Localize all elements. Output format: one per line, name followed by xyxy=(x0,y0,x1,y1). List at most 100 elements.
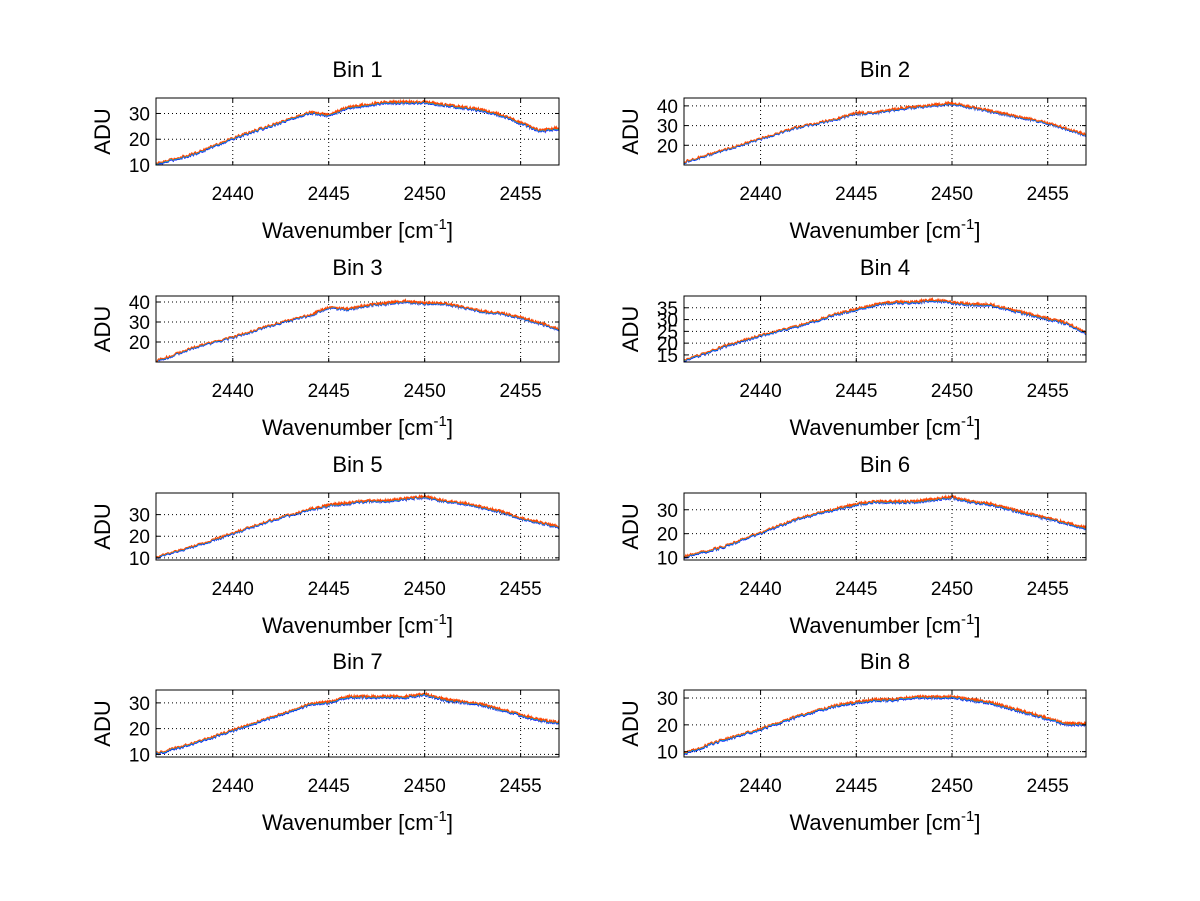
y-tick-label: 10 xyxy=(129,745,150,766)
axes-border xyxy=(155,689,560,758)
x-axis-label-end: ] xyxy=(447,218,453,243)
x-tick-label: 2440 xyxy=(212,776,254,797)
x-tick-label: 2455 xyxy=(499,381,541,402)
x-axis-label-main: Wavenumber [cm xyxy=(789,218,961,243)
x-axis-label: Wavenumber [cm-1] xyxy=(262,611,453,638)
x-axis-label-sup: -1 xyxy=(961,216,974,233)
x-axis-label-end: ] xyxy=(974,415,980,440)
y-axis-label: ADU xyxy=(618,503,643,549)
x-axis-label-sup: -1 xyxy=(434,413,447,430)
x-axis-label: Wavenumber [cm-1] xyxy=(789,216,980,243)
x-axis-label-sup: -1 xyxy=(434,611,447,628)
y-axis-label: ADU xyxy=(618,306,643,352)
x-tick-label: 2445 xyxy=(308,776,350,797)
series-line-3 xyxy=(156,691,559,754)
y-axis-label: ADU xyxy=(90,700,115,746)
subplot-title: Bin 1 xyxy=(332,57,382,82)
subplot-title: Bin 8 xyxy=(860,649,910,674)
series-line-3 xyxy=(156,98,559,165)
x-tick-label: 2450 xyxy=(931,579,973,600)
x-tick-label: 2450 xyxy=(931,776,973,797)
y-axis-label: ADU xyxy=(90,108,115,154)
axes-border xyxy=(683,492,1087,561)
axes-frame xyxy=(155,689,560,758)
y-tick-label: 20 xyxy=(657,334,678,355)
x-tick-label: 2440 xyxy=(739,184,781,205)
x-tick-label: 2450 xyxy=(404,776,446,797)
x-tick-label: 2455 xyxy=(1027,184,1069,205)
y-tick-label: 20 xyxy=(129,130,150,151)
subplot-bin-7: 2440 2445 2450 2455 10 20 30 Bin 7 Wavenumber [c… xyxy=(90,649,560,835)
y-tick-label: 10 xyxy=(129,156,150,177)
y-tick-label: 20 xyxy=(129,527,150,548)
series-line-3 xyxy=(684,494,1086,558)
y-axis-label: ADU xyxy=(618,108,643,154)
x-axis-label-main: Wavenumber [cm xyxy=(262,613,434,638)
series-line-3 xyxy=(684,693,1086,754)
x-tick-label: 2445 xyxy=(835,184,877,205)
x-axis-label-main: Wavenumber [cm xyxy=(262,810,434,835)
subplot-bin-6: 2440 2445 2450 2455 10 20 30 Bin 6 Wavenumber [c… xyxy=(618,452,1087,638)
y-tick-label: 25 xyxy=(657,322,678,343)
x-tick-label: 2455 xyxy=(1027,776,1069,797)
x-axis-label: Wavenumber [cm-1] xyxy=(789,611,980,638)
y-tick-label: 20 xyxy=(657,525,678,546)
x-axis-label: Wavenumber [cm-1] xyxy=(262,216,453,243)
y-tick-label: 30 xyxy=(657,501,678,522)
y-tick-label: 40 xyxy=(129,293,150,314)
x-tick-label: 2455 xyxy=(1027,381,1069,402)
series-line-3 xyxy=(684,100,1086,164)
x-axis-label-sup: -1 xyxy=(961,808,974,825)
x-axis-label-sup: -1 xyxy=(961,611,974,628)
x-axis-label: Wavenumber [cm-1] xyxy=(789,413,980,440)
x-tick-label: 2440 xyxy=(739,381,781,402)
x-axis-label-sup: -1 xyxy=(434,808,447,825)
x-tick-label: 2450 xyxy=(404,381,446,402)
x-tick-label: 2440 xyxy=(212,184,254,205)
x-tick-label: 2440 xyxy=(739,579,781,600)
x-axis-label-main: Wavenumber [cm xyxy=(262,415,434,440)
subplot-title: Bin 5 xyxy=(332,452,382,477)
series-line-3 xyxy=(684,296,1086,361)
y-tick-label: 20 xyxy=(129,720,150,741)
x-axis-label-end: ] xyxy=(974,218,980,243)
x-tick-label: 2455 xyxy=(499,579,541,600)
y-tick-label: 30 xyxy=(129,506,150,527)
y-tick-label: 15 xyxy=(657,346,678,367)
y-tick-label: 35 xyxy=(657,299,678,320)
x-tick-label: 2455 xyxy=(499,776,541,797)
y-axis-label: ADU xyxy=(618,700,643,746)
x-tick-label: 2450 xyxy=(931,184,973,205)
y-tick-label: 20 xyxy=(657,716,678,737)
axes-border xyxy=(683,689,1087,758)
y-tick-label: 30 xyxy=(657,311,678,332)
x-axis-label: Wavenumber [cm-1] xyxy=(789,808,980,835)
axes-border xyxy=(155,295,560,363)
axes-frame xyxy=(155,97,560,166)
x-tick-label: 2455 xyxy=(1027,579,1069,600)
x-axis-label-end: ] xyxy=(447,415,453,440)
subplot-title: Bin 4 xyxy=(860,255,910,280)
x-tick-label: 2450 xyxy=(931,381,973,402)
axes-frame xyxy=(683,295,1087,363)
x-axis-label-sup: -1 xyxy=(434,216,447,233)
subplot-bin-1: 2440 2445 2450 2455 10 20 30 Bin 1 Wavenumber [c… xyxy=(90,57,560,243)
axes-border xyxy=(155,97,560,166)
x-axis-label-end: ] xyxy=(447,613,453,638)
series-line-3 xyxy=(156,494,559,558)
x-tick-label: 2445 xyxy=(308,579,350,600)
subplot-bin-8: 2440 2445 2450 2455 10 20 30 Bin 8 Wavenumber [c… xyxy=(618,649,1087,835)
x-axis-label-end: ] xyxy=(974,613,980,638)
x-axis-label-end: ] xyxy=(974,810,980,835)
y-axis-label: ADU xyxy=(90,503,115,549)
subplot-title: Bin 6 xyxy=(860,452,910,477)
y-tick-label: 10 xyxy=(129,549,150,570)
y-tick-label: 20 xyxy=(129,333,150,354)
y-tick-label: 30 xyxy=(657,117,678,138)
y-tick-label: 10 xyxy=(657,549,678,570)
x-tick-label: 2450 xyxy=(404,579,446,600)
y-tick-label: 20 xyxy=(657,136,678,157)
